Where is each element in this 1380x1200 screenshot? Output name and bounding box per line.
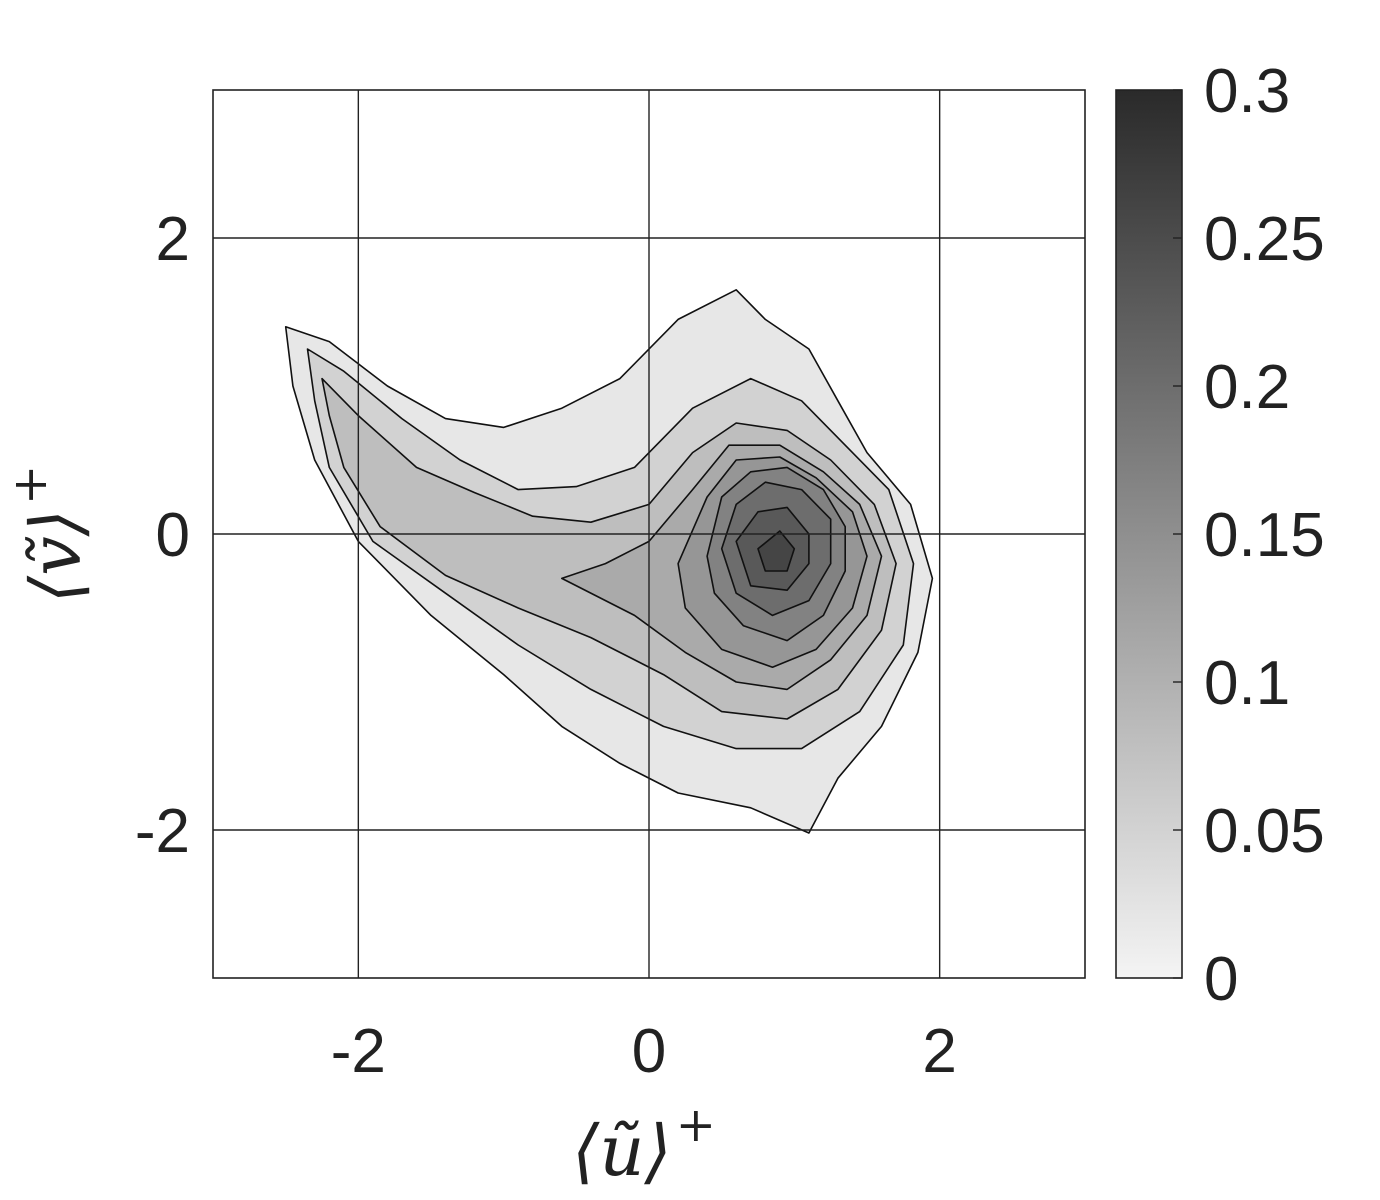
y-axis-label: ⟨ṽ⟩+ <box>2 465 97 603</box>
plot-frame <box>212 89 1086 979</box>
x-tick-labels: -2 0 2 <box>331 1017 957 1086</box>
y-axis-label-sup: + <box>2 465 58 505</box>
x-tick-label: -2 <box>331 1017 386 1086</box>
colorbar-tick-label: 0.15 <box>1204 501 1325 570</box>
colorbar <box>1115 89 1183 979</box>
x-axis-label-sup: + <box>676 1097 716 1153</box>
y-tick-labels: -2 0 2 <box>135 205 190 866</box>
x-axis-label: ⟨ũ⟩+ <box>572 1097 716 1192</box>
colorbar-tick-label: 0.3 <box>1204 57 1290 126</box>
colorbar-tick-label: 0.25 <box>1204 205 1325 274</box>
y-tick-label: -2 <box>135 797 190 866</box>
x-tick-label: 0 <box>632 1017 666 1086</box>
y-axis-label-main: ⟨ṽ⟩ <box>15 509 97 603</box>
colorbar-ticks: 0 0.05 0.1 0.15 0.2 0.25 0.3 <box>1173 57 1325 1014</box>
x-axis-label-main: ⟨ũ⟩ <box>572 1110 672 1192</box>
grid-lines <box>213 90 1085 978</box>
y-tick-label: 0 <box>156 501 190 570</box>
colorbar-tick-label: 0.1 <box>1204 649 1290 718</box>
colorbar-tick-label: 0 <box>1204 945 1238 1014</box>
x-tick-label: 2 <box>922 1017 956 1086</box>
colorbar-tick-label: 0.2 <box>1204 353 1290 422</box>
contour-layer <box>284 288 934 834</box>
colorbar-tick-label: 0.05 <box>1204 797 1325 866</box>
y-tick-label: 2 <box>156 205 190 274</box>
